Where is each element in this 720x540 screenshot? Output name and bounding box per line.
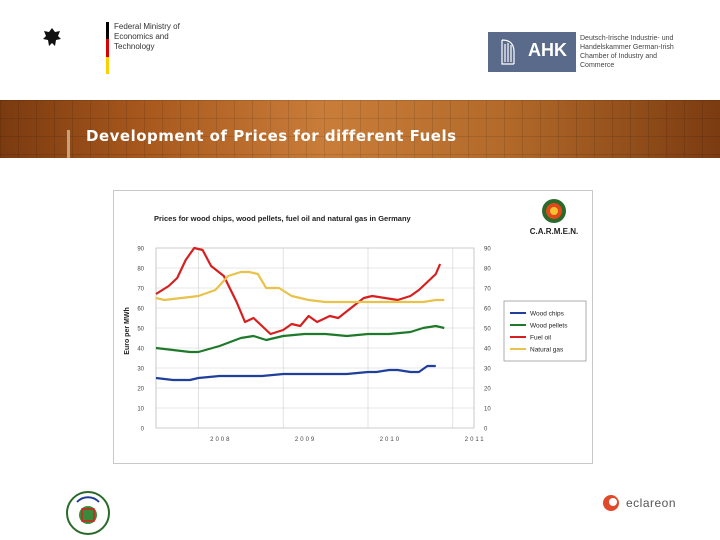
y-tick-label-left: 10	[137, 407, 144, 413]
legend-box	[503, 300, 587, 362]
y-tick-label-left: 40	[137, 347, 144, 353]
y-tick-label-left: 20	[137, 387, 144, 393]
chart-title: Prices for wood chips, wood pellets, fue…	[154, 214, 412, 223]
x-tick-label: 2008	[210, 437, 231, 443]
eclareon-logo: eclareon	[602, 494, 692, 514]
x-tick-label: 2009	[295, 437, 316, 443]
title-accent-bar	[67, 130, 70, 158]
y-tick-label-right: 90	[484, 247, 491, 253]
y-tick-label-left: 70	[137, 287, 144, 293]
legend-label: Fuel oil	[530, 335, 552, 342]
eagle-icon	[43, 28, 61, 46]
y-tick-label-right: 50	[484, 327, 491, 333]
slide-title: Development of Prices for different Fuel…	[86, 127, 457, 145]
y-tick-label-right: 40	[484, 347, 491, 353]
y-tick-label-right: 70	[484, 287, 491, 293]
y-tick-label-left: 60	[137, 307, 144, 313]
series-line	[155, 246, 442, 336]
harp-icon	[501, 39, 515, 65]
x-tick-label: 2011	[465, 437, 486, 443]
y-tick-label-right: 60	[484, 307, 491, 313]
carmen-logo: C.A.R.M.E.N.	[530, 199, 578, 236]
eclareon-mark-icon	[603, 495, 619, 511]
ahk-logo: AHK Deutsch-Irische Industrie- und Hande…	[488, 32, 688, 72]
ahk-badge: AHK	[488, 32, 576, 72]
ahk-name: Deutsch-Irische Industrie- und Handelska…	[580, 35, 674, 69]
bmwi-logo: Federal Ministry of Economics and Techno…	[42, 22, 180, 76]
y-tick-label-left: 0	[141, 427, 145, 433]
x-tick-label: 2010	[380, 437, 401, 443]
legend-label: Wood pellets	[530, 323, 568, 330]
eclareon-wordmark: eclareon	[626, 496, 677, 510]
german-flag	[106, 22, 109, 74]
series-line	[155, 364, 436, 382]
y-tick-label-left: 50	[137, 327, 144, 333]
y-tick-label-left: 30	[137, 367, 144, 373]
y-tick-label-left: 90	[137, 247, 144, 253]
y-tick-label-left: 80	[137, 267, 144, 273]
renewables-logo	[66, 491, 110, 535]
legend-label: Natural gas	[530, 347, 564, 354]
chart-frame: Prices for wood chips, wood pellets, fue…	[113, 190, 593, 464]
title-banner: Development of Prices for different Fuel…	[0, 100, 720, 158]
price-chart: Prices for wood chips, wood pellets, fue…	[124, 199, 587, 443]
ahk-abbreviation: AHK	[528, 40, 567, 60]
series-line	[155, 270, 445, 304]
y-tick-label-right: 10	[484, 407, 491, 413]
banner-texture	[0, 100, 720, 158]
series-line	[155, 324, 445, 354]
ministry-name: Federal Ministry of Economics and Techno…	[114, 22, 180, 51]
carmen-logo-text: C.A.R.M.E.N.	[530, 227, 578, 236]
y-tick-label-right: 80	[484, 267, 491, 273]
y-tick-label-right: 30	[484, 367, 491, 373]
legend-label: Wood chips	[530, 311, 565, 318]
y-tick-label-right: 0	[484, 427, 488, 433]
y-axis-label: Euro per MWh	[124, 307, 131, 354]
plot-area	[155, 247, 475, 429]
y-tick-label-right: 20	[484, 387, 491, 393]
